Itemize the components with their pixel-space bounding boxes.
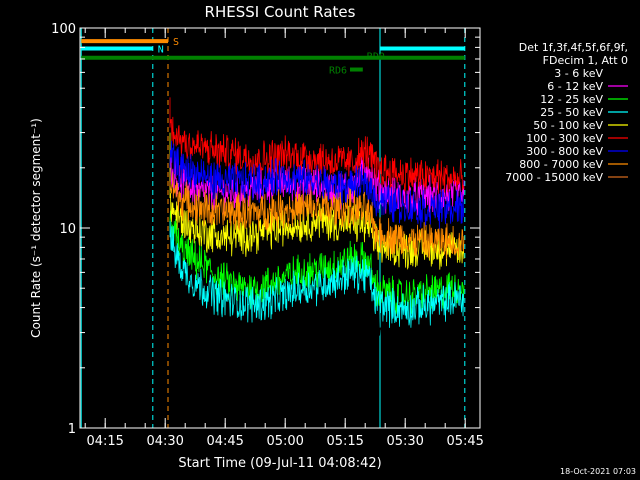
legend-label: 300 - 800 keV [526, 145, 603, 158]
plot-layer: SN RD0 RD6 [80, 28, 466, 428]
series-line-8 [169, 172, 465, 260]
y-axis-label: Count Rate (s⁻¹ detector segment⁻¹) [29, 118, 43, 338]
x-tick-label: 05:45 [446, 434, 483, 449]
legend: Det 1f,3f,4f,5f,6f,9f, FDecim 1, Att 0 3… [505, 41, 628, 184]
chart-title: RHESSI Count Rates [205, 3, 356, 21]
x-tick-label: 04:15 [86, 434, 123, 449]
x-tick-label: 04:45 [206, 434, 243, 449]
series-line-7 [169, 140, 465, 230]
legend-label: 3 - 6 keV [554, 67, 603, 80]
x-tick-label: 05:30 [386, 434, 423, 449]
legend-label: 800 - 7000 keV [519, 158, 603, 171]
x-tick-label: 05:15 [326, 434, 363, 449]
series-line-1 [169, 196, 465, 346]
legend-header-line-1: Det 1f,3f,4f,5f,6f,9f, [519, 41, 628, 54]
flag-label-rd0: RD0 [367, 52, 385, 63]
y-tick-label: 1 [68, 422, 76, 437]
x-axis-label: Start Time (09-Jul-11 04:08:42) [178, 456, 381, 471]
flag-label-s: S [173, 37, 179, 48]
series-line-3 [169, 210, 465, 315]
flag-label-n: N [158, 44, 164, 55]
legend-label: 100 - 300 keV [526, 132, 603, 145]
flag-label-rd6: RD6 [329, 66, 347, 77]
y-tick-label: 100 [51, 22, 76, 37]
legend-label: 50 - 100 keV [533, 119, 603, 132]
legend-header-line-2: FDecim 1, Att 0 [543, 54, 628, 67]
legend-label: 12 - 25 keV [540, 93, 603, 106]
x-tick-label: 05:00 [266, 434, 303, 449]
axes-layer: 1 10 100 04:15 04:30 04:45 05:00 05:15 05:30 05:4… [51, 22, 484, 449]
legend-label: 6 - 12 keV [547, 80, 603, 93]
x-tick-label: 04:30 [146, 434, 183, 449]
legend-label: 25 - 50 keV [540, 106, 603, 119]
series-line-5 [169, 132, 465, 271]
y-tick-label: 10 [59, 222, 76, 237]
legend-label: 7000 - 15000 keV [505, 171, 603, 184]
footer-timestamp: 18-Oct-2021 07:03 [560, 467, 636, 476]
series-line-4 [169, 220, 465, 328]
